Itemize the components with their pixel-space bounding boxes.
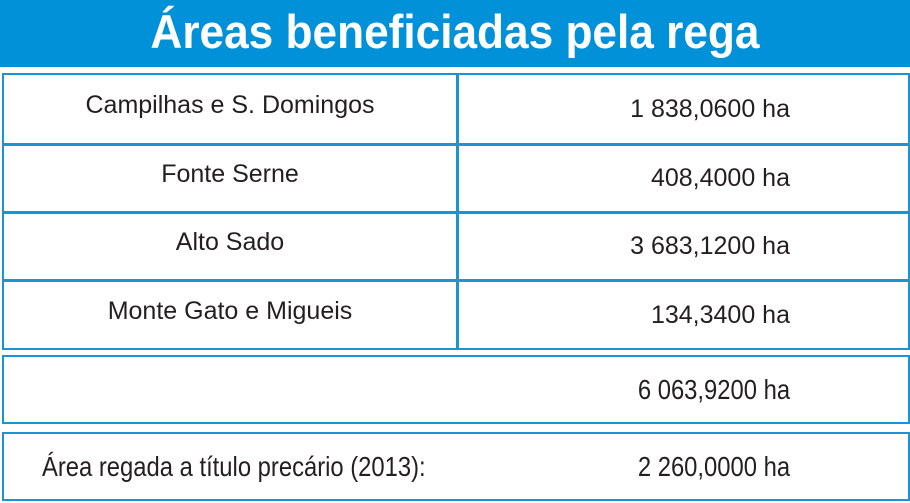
total-value: 6 063,9200 ha xyxy=(637,373,790,405)
area-value: 3 683,1200 ha xyxy=(630,232,790,260)
total-box: 6 063,9200 ha xyxy=(2,355,910,424)
area-name: Campilhas e S. Domingos xyxy=(85,90,375,119)
precarious-value: 2 260,0000 ha xyxy=(637,450,790,482)
precarious-label: Área regada a título precário (2013): xyxy=(42,450,426,482)
area-value: 134,3400 ha xyxy=(650,300,790,329)
area-name: Monte Gato e Migueis xyxy=(107,296,353,325)
area-name: Alto Sado xyxy=(175,228,285,256)
precarious-box: Área regada a título precário (2013): 2 … xyxy=(2,432,910,501)
title-banner: Áreas beneficiadas pela rega xyxy=(0,0,910,67)
areas-table: Campilhas e S. Domingos 1 838,0600 ha Fo… xyxy=(2,73,910,350)
page-title: Áreas beneficiadas pela rega xyxy=(150,5,760,58)
area-value: 1 838,0600 ha xyxy=(630,94,790,123)
table-row: Campilhas e S. Domingos 1 838,0600 ha xyxy=(4,75,908,143)
area-value: 408,4000 ha xyxy=(650,164,790,192)
column-divider xyxy=(456,75,459,348)
area-name: Fonte Serne xyxy=(161,160,299,188)
